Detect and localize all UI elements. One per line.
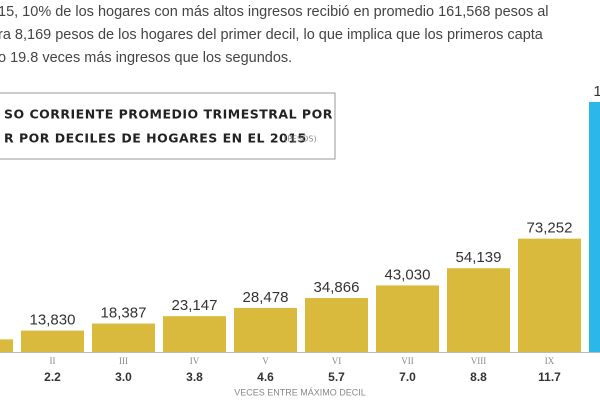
category-label: VII bbox=[401, 356, 414, 366]
value-label: 161,568 bbox=[593, 83, 600, 100]
multiples-label: VECES ENTRE MÁXIMO DECIL bbox=[234, 387, 366, 397]
value-label: 13,830 bbox=[30, 312, 76, 329]
bar bbox=[92, 323, 155, 352]
value-label: 73,252 bbox=[527, 220, 573, 237]
bar bbox=[21, 330, 84, 352]
value-label: 54,139 bbox=[456, 249, 502, 266]
value-label: 34,866 bbox=[314, 279, 360, 296]
bar bbox=[447, 268, 510, 352]
value-label: 28,478 bbox=[243, 289, 289, 306]
bar bbox=[518, 238, 581, 352]
bar bbox=[234, 307, 297, 352]
value-label: 43,030 bbox=[385, 266, 431, 283]
chart-title: R POR DECILES DE HOGARES EN EL 2015 bbox=[4, 131, 307, 146]
category-label: III bbox=[119, 356, 128, 366]
multiple-label: 11.7 bbox=[538, 370, 561, 384]
title-box bbox=[0, 92, 336, 160]
intro-line: o 19.8 veces más ingresos que los segund… bbox=[0, 50, 292, 66]
category-label: V bbox=[262, 356, 269, 366]
value-label: 23,147 bbox=[172, 297, 218, 314]
multiple-label: 7.0 bbox=[399, 370, 416, 384]
intro-line: 15, 10% de los hogares con más altos ing… bbox=[0, 4, 549, 20]
category-label: IV bbox=[190, 356, 200, 366]
category-label: IX bbox=[545, 356, 555, 366]
multiple-label: 3.0 bbox=[115, 370, 132, 384]
category-label: II bbox=[50, 356, 56, 366]
multiple-label: 5.7 bbox=[328, 370, 345, 384]
multiple-label: 4.6 bbox=[257, 370, 274, 384]
bar bbox=[0, 339, 13, 352]
bar bbox=[163, 316, 226, 352]
value-label: 18,387 bbox=[101, 305, 147, 322]
category-label: VIII bbox=[471, 356, 487, 366]
intro-line: ra 8,169 pesos de los hogares del primer… bbox=[0, 27, 544, 43]
bar bbox=[376, 285, 439, 352]
multiple-label: 3.8 bbox=[186, 370, 203, 384]
bar bbox=[305, 298, 368, 352]
category-label: VI bbox=[332, 356, 342, 366]
chart-title: SO CORRIENTE PROMEDIO TRIMESTRAL POR bbox=[4, 107, 333, 122]
multiple-label: 8.8 bbox=[470, 370, 487, 384]
unit-label: (PESOS) bbox=[284, 135, 317, 144]
bar bbox=[589, 102, 600, 352]
multiple-label: 2.2 bbox=[44, 370, 61, 384]
